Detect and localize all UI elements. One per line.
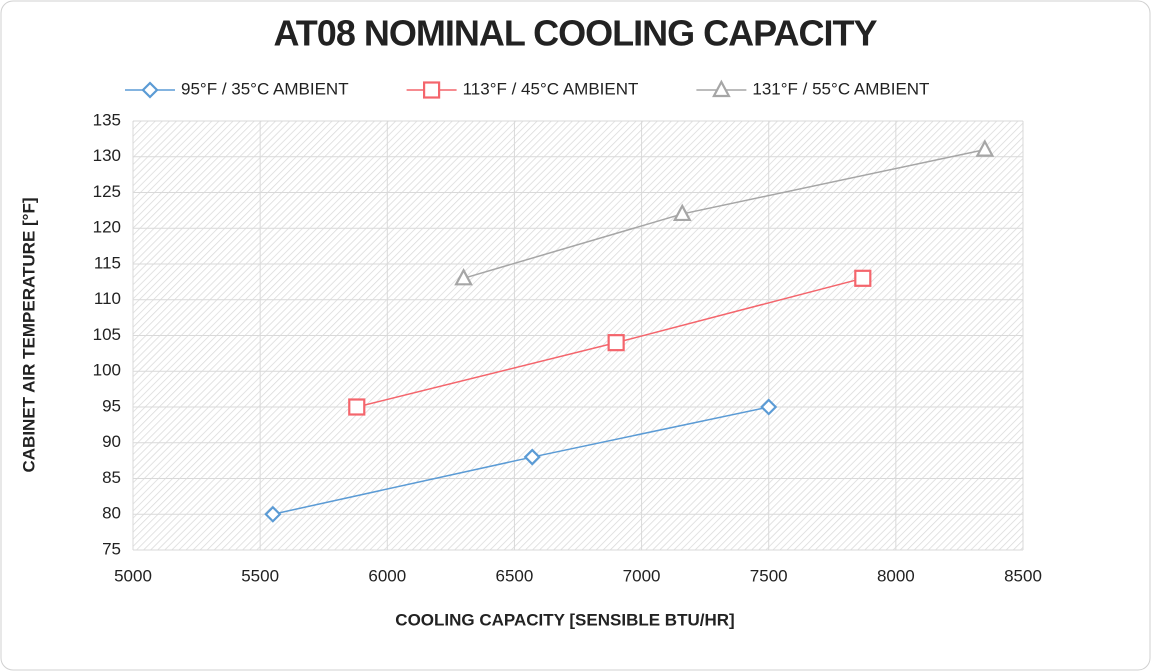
marker (607, 334, 625, 352)
y-tick-label: 110 (94, 289, 121, 308)
y-tick-label: 75 (102, 539, 121, 558)
chart-title: AT08 NOMINAL COOLING CAPACITY (273, 13, 877, 54)
marker (264, 505, 282, 523)
x-tick-label: 6500 (496, 566, 534, 585)
marker (523, 448, 541, 466)
marker (422, 81, 441, 99)
y-tick-label: 120 (93, 218, 121, 237)
y-tick-label: 135 (93, 110, 121, 129)
legend-label: 95°F / 35°C AMBIENT (181, 79, 349, 98)
marker (348, 398, 366, 416)
marker (454, 267, 473, 286)
marker (854, 269, 872, 287)
x-tick-label: 8500 (1004, 566, 1042, 585)
y-tick-label: 95 (102, 396, 121, 415)
marker (975, 139, 995, 157)
x-tick-label: 5500 (241, 566, 279, 585)
y-tick-label: 105 (93, 325, 121, 344)
legend-label: 113°F / 45°C AMBIENT (463, 79, 639, 98)
marker (672, 203, 692, 222)
marker (760, 398, 778, 416)
marker (141, 81, 159, 99)
x-tick-label: 6000 (368, 566, 406, 585)
x-tick-label: 5000 (114, 566, 152, 585)
x-axis-label: COOLING CAPACITY [SENSIBLE BTU/HR] (395, 610, 734, 629)
y-tick-label: 130 (93, 146, 121, 165)
x-tick-label: 7500 (750, 566, 788, 585)
x-tick-label: 7000 (623, 566, 661, 585)
y-tick-label: 85 (102, 468, 121, 487)
y-tick-label: 90 (102, 432, 121, 451)
y-tick-label: 115 (94, 253, 121, 272)
x-tick-label: 8000 (877, 566, 915, 585)
y-tick-label: 80 (102, 504, 121, 523)
y-tick-label: 125 (93, 182, 121, 201)
y-tick-label: 100 (93, 361, 121, 380)
legend-label: 131°F / 55°C AMBIENT (752, 79, 929, 98)
marker (712, 79, 731, 98)
y-axis-label: CABINET AIR TEMPERATURE [°F] (19, 197, 38, 472)
